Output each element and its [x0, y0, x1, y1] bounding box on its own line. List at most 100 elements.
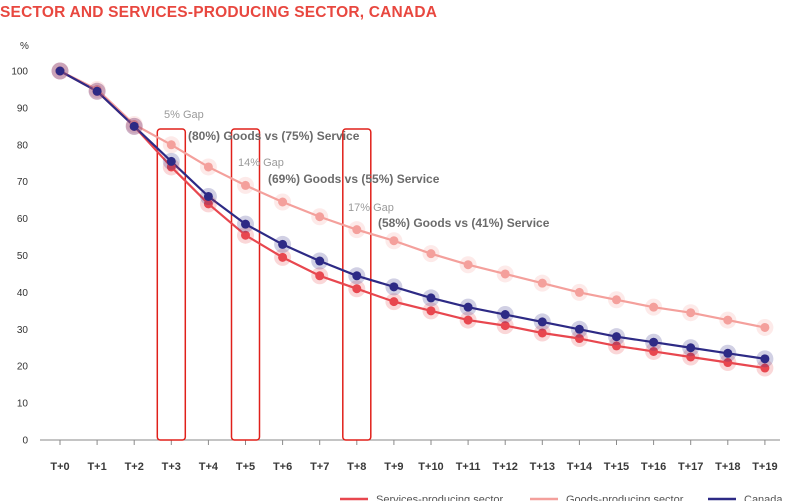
data-point [686, 308, 696, 318]
data-point [352, 225, 362, 235]
data-point [537, 317, 547, 327]
data-point [241, 219, 250, 229]
data-point [166, 156, 176, 166]
y-tick-label: 80 [17, 140, 29, 151]
data-point [278, 197, 288, 207]
y-tick-label: 60 [17, 214, 29, 225]
data-point [55, 66, 65, 76]
data-point [426, 249, 436, 259]
data-point [278, 239, 288, 249]
data-point [463, 302, 473, 312]
gap-note: (58%) Goods vs (41%) Service [378, 216, 550, 230]
data-point [537, 328, 547, 338]
series-line [59, 70, 766, 370]
data-point [278, 252, 288, 262]
x-tick-label: T+19 [752, 461, 777, 473]
data-point [315, 212, 325, 222]
legend-label: Goods-producing sector [566, 494, 684, 501]
data-point [129, 121, 139, 131]
highlight-box [230, 128, 261, 441]
data-point [500, 321, 510, 331]
series-group [51, 62, 774, 377]
data-point [612, 332, 621, 342]
data-point [686, 343, 696, 353]
x-tick-label: T+17 [678, 461, 703, 473]
chart-title: SECTOR AND SERVICES-PRODUCING SECTOR, CA… [0, 4, 438, 21]
gap-note: (69%) Goods vs (55%) Service [268, 172, 440, 186]
data-point [760, 363, 770, 373]
legend-label: Canada [744, 494, 783, 501]
data-point [463, 260, 473, 270]
x-tick-label: T+14 [567, 461, 593, 473]
y-tick-label: 0 [22, 436, 28, 447]
data-point [463, 315, 473, 325]
x-tick-label: T+5 [236, 461, 255, 473]
y-tick-label: 10 [17, 399, 29, 410]
highlight-box [156, 128, 187, 441]
gap-label: 5% Gap [164, 109, 204, 121]
data-point [686, 352, 696, 362]
data-point [426, 293, 436, 303]
y-tick-label: 70 [17, 177, 29, 188]
x-tick-label: T+0 [50, 461, 69, 473]
gap-label: 14% Gap [238, 157, 284, 169]
data-point [241, 180, 250, 190]
data-point [612, 295, 621, 305]
x-tick-label: T+2 [125, 461, 144, 473]
x-tick-label: T+9 [384, 461, 403, 473]
data-point [649, 337, 659, 347]
data-point [426, 306, 436, 316]
data-point [723, 315, 733, 325]
data-point [203, 199, 213, 209]
legend: Services-producing sector Goods-producing… [340, 494, 783, 501]
annotations: 5% Gap (80%) Goods vs (75%) Service 14% Ga… [164, 109, 550, 230]
data-point [723, 358, 733, 368]
x-tick-label: T+12 [493, 461, 518, 473]
chart-axes: % 0 10 20 30 40 50 60 70 80 90 100 T+0 T+1 T+2 T+3 T+4 T+… [11, 41, 780, 473]
data-point [649, 346, 659, 356]
data-point [389, 236, 399, 246]
data-point [723, 348, 733, 358]
data-point [574, 334, 584, 344]
x-tick-label: T+10 [418, 461, 443, 473]
data-point [315, 256, 325, 266]
data-point [92, 86, 102, 96]
data-point [389, 282, 399, 292]
gap-label: 17% Gap [348, 202, 394, 214]
x-tick-label: T+18 [715, 461, 740, 473]
y-tick-label: 30 [17, 325, 29, 336]
x-tick-label: T+16 [641, 461, 666, 473]
data-point [166, 140, 176, 150]
data-point [203, 162, 213, 172]
data-point [389, 297, 399, 307]
series-line [59, 70, 766, 360]
data-point [203, 191, 213, 201]
data-point [537, 278, 547, 288]
highlight-boxes [156, 128, 372, 441]
data-point [500, 310, 510, 320]
x-tick-label: T+13 [530, 461, 555, 473]
legend-label: Services-producing sector [376, 494, 504, 501]
data-point [760, 322, 770, 332]
x-tick-label: T+15 [604, 461, 629, 473]
data-point [649, 302, 659, 312]
data-point [760, 354, 770, 364]
x-tick-label: T+1 [87, 461, 106, 473]
data-point [500, 269, 510, 279]
y-tick-label: 90 [17, 103, 29, 114]
series-line [59, 70, 766, 329]
data-point [241, 230, 250, 240]
data-point [352, 271, 362, 281]
data-point [574, 287, 584, 297]
y-tick-label: 40 [17, 288, 29, 299]
x-tick-label: T+8 [347, 461, 366, 473]
y-tick-label: 20 [17, 362, 29, 373]
x-tick-label: T+3 [162, 461, 181, 473]
y-tick-label: 50 [17, 251, 29, 262]
x-tick-label: T+11 [456, 461, 481, 473]
y-axis-unit-label: % [20, 41, 29, 52]
data-point [574, 324, 584, 334]
x-tick-label: T+6 [273, 461, 292, 473]
x-tick-label: T+7 [310, 461, 329, 473]
